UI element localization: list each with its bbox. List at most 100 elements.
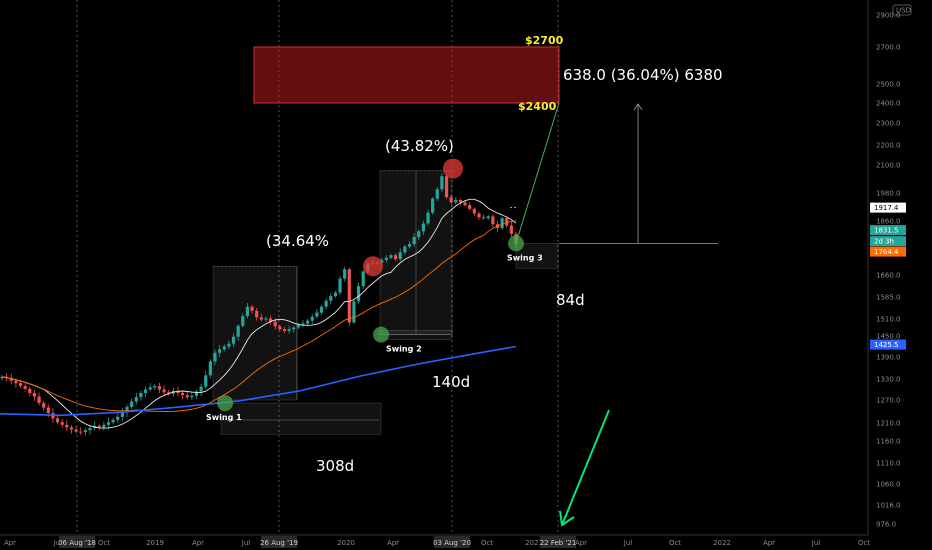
candle-body-86 [398, 252, 402, 260]
moving-averages [0, 198, 517, 429]
candle-body-48 [222, 346, 226, 350]
candle-body-15 [69, 427, 74, 430]
x-tick-3: 2019 [146, 539, 164, 547]
x-tick-17: Jul [811, 539, 821, 547]
price-tag-2 [870, 236, 906, 247]
candle-body-27 [125, 406, 129, 413]
swing-label-3: Swing 3 [507, 253, 543, 262]
candle-body-68 [315, 312, 319, 317]
candle-body-53 [245, 306, 250, 317]
price-axis[interactable]: 2900.0 2700.0 2500.0 2400.0 2300.0 2200.0 2100… [510, 0, 932, 535]
annotation-4: 140d [432, 373, 470, 391]
candle-body-103 [477, 213, 481, 218]
candle-body-83 [384, 257, 388, 261]
candle-body-98 [454, 200, 458, 203]
price-tag-4 [870, 339, 906, 350]
candle-body-88 [407, 244, 412, 247]
y-tick-3: 2400.0 [876, 100, 901, 108]
candle-body-78 [361, 271, 365, 287]
candle-body-50 [231, 336, 236, 344]
price-tag-0 [870, 202, 906, 213]
candle-body-106 [491, 216, 495, 225]
candle-body-42 [194, 391, 199, 396]
green-arrow-line [561, 409, 610, 526]
y-tick-20: 1060.0 [876, 481, 901, 489]
candle-body-31 [143, 389, 148, 393]
x-tick-10: Oct [481, 539, 493, 547]
price-tag-label-3: 1764.4 [874, 248, 899, 256]
candle-body-66 [306, 320, 310, 324]
ma-slow-blue [0, 345, 517, 417]
candle-body-8 [37, 396, 41, 404]
swing-marker-3 [508, 235, 524, 252]
candle-body-39 [180, 393, 185, 396]
annotation-5: 84d [556, 291, 585, 309]
price-tag-1 [870, 225, 906, 236]
x-tick-1: Jul [53, 539, 63, 547]
candle-body-13 [60, 422, 64, 425]
candle-body-92 [426, 212, 430, 224]
x-tick-11: 2021 [525, 539, 543, 547]
candle-body-59 [273, 321, 277, 327]
candle-body-41 [190, 395, 194, 398]
candle-body-109 [505, 218, 509, 226]
candle-body-7 [32, 393, 37, 397]
annotation-2: (43.82%) [385, 137, 454, 155]
candle-body-47 [218, 349, 222, 353]
candle-body-4 [18, 383, 23, 386]
target-high-label: $2700 [525, 34, 564, 47]
duration-box-84d [515, 243, 559, 269]
date-label-bg-1 [261, 536, 297, 548]
price-axis-bg [868, 0, 932, 535]
date-label-1: 26 Aug '19 [260, 539, 298, 547]
candle-body-19 [88, 428, 92, 431]
y-tick-22: 976.0 [876, 521, 896, 529]
candle-body-9 [42, 403, 46, 408]
candle-body-40 [185, 395, 189, 398]
range-measure-boxes [212, 170, 559, 435]
time-axis[interactable]: Apr Jul Oct 2019 Apr Jul Oct 2020 Apr Jul Oct 2021 A… [0, 534, 932, 550]
date-label-3: 22 Feb '21 [540, 539, 577, 547]
x-tick-8: Apr [387, 539, 399, 547]
y-tick-8: 1860.0 [876, 218, 901, 226]
candle-body-62 [287, 329, 291, 331]
y-tick-14: 1390.0 [876, 354, 901, 362]
duration-box-140d [377, 330, 453, 340]
candle-body-24 [111, 419, 115, 423]
candle-body-32 [148, 387, 152, 390]
x-tick-16: Apr [763, 539, 775, 547]
candle-body-44 [204, 375, 208, 387]
candle-body-54 [250, 306, 254, 311]
y-tick-6: 2100.0 [876, 162, 901, 170]
candle-body-108 [500, 218, 504, 229]
ma-mid-orange [1, 220, 517, 413]
y-tick-5: 2200.0 [876, 142, 901, 150]
x-tick-2: Oct [98, 539, 110, 547]
candle-body-73 [338, 278, 342, 293]
candle-body-72 [333, 292, 338, 297]
y-tick-4: 2300.0 [876, 120, 901, 128]
currency-label: USD [896, 7, 911, 15]
candle-body-30 [139, 393, 143, 398]
candle-body-110 [509, 225, 513, 234]
peak-marker-1 [363, 256, 383, 277]
x-tick-4: Apr [192, 539, 204, 547]
y-tick-18: 1160.0 [876, 438, 901, 446]
candle-body-76 [352, 301, 356, 323]
annotation-3: 308d [316, 457, 354, 475]
duration-box-308d [220, 402, 382, 435]
candle-body-46 [213, 352, 217, 362]
date-label-bg-0 [59, 536, 95, 548]
date-label-bg-3 [540, 536, 576, 548]
candle-body-49 [227, 343, 231, 347]
candle-body-89 [412, 237, 416, 245]
y-tick-11: 1585.0 [876, 294, 901, 302]
date-label-0: 06 Aug '18 [58, 539, 96, 547]
candle-body-102 [472, 208, 476, 214]
candle-body-57 [264, 318, 268, 320]
y-tick-15: 1330.0 [876, 376, 901, 384]
swing-label-2: Swing 2 [386, 345, 422, 354]
candle-body-93 [431, 198, 435, 213]
candle-body-65 [301, 323, 305, 326]
